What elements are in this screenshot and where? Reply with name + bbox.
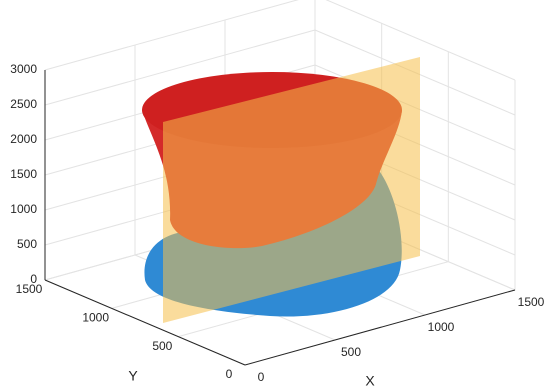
- z-tick-label: 0: [30, 272, 37, 286]
- axis-labels: 0500100015000500100015000500100015002000…: [10, 62, 544, 384]
- z-tick-label: 1500: [10, 167, 37, 181]
- grid-line: [44, 29, 316, 106]
- surfaces: [142, 57, 420, 323]
- y-tick-label: 500: [152, 339, 172, 353]
- y-tick-label: 0: [226, 367, 233, 381]
- z-tick-label: 2000: [10, 132, 37, 146]
- z-tick-label: 3000: [10, 62, 37, 76]
- grid-line: [44, 0, 299, 71]
- grid-line: [325, 0, 516, 81]
- z-tick-label: 1000: [10, 202, 37, 216]
- y-tick-label: 1000: [82, 311, 109, 325]
- y-axis-label: Y: [128, 368, 138, 384]
- x-tick-label: 0: [258, 370, 265, 384]
- y-tick-label: 1500: [16, 282, 43, 296]
- z-tick-label: 500: [17, 237, 37, 251]
- x-tick-label: 1000: [428, 320, 455, 334]
- x-tick-label: 1500: [518, 295, 545, 309]
- x-tick-label: 500: [341, 345, 361, 359]
- slice-plane: [163, 57, 420, 323]
- axis-line: [44, 279, 246, 366]
- x-axis-label: X: [365, 373, 375, 389]
- axis-line: [244, 289, 516, 366]
- z-tick-label: 2500: [10, 97, 37, 111]
